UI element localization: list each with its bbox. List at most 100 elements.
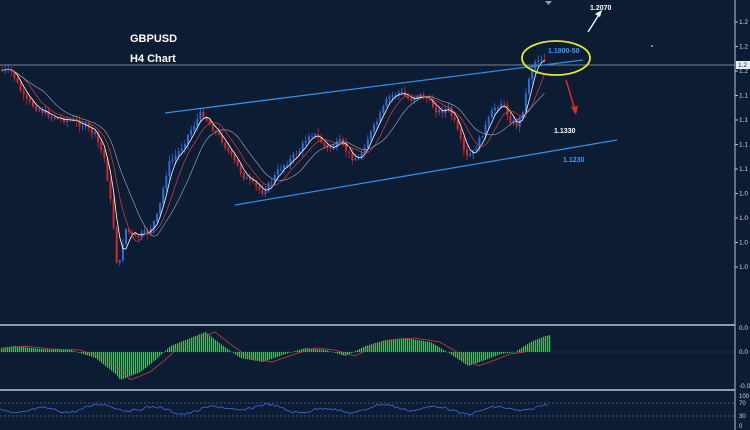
macd-histogram-bar xyxy=(181,341,183,352)
macd-histogram-bar xyxy=(471,352,473,365)
macd-histogram-bar xyxy=(251,352,253,360)
candle xyxy=(466,145,468,160)
candle xyxy=(239,162,242,177)
candle xyxy=(177,147,180,160)
candle xyxy=(258,183,261,194)
candle xyxy=(78,115,81,132)
macd-histogram-bar xyxy=(269,352,271,360)
macd-histogram-bar xyxy=(239,352,241,358)
macd-histogram-bar xyxy=(523,346,525,352)
candle xyxy=(190,125,193,138)
macd-histogram-bar xyxy=(359,349,361,352)
candle xyxy=(382,104,385,116)
macd-histogram-bar xyxy=(233,352,235,354)
candle xyxy=(187,133,189,150)
macd-histogram-bar xyxy=(35,348,37,352)
macd-histogram-bar xyxy=(153,352,155,362)
candle xyxy=(311,133,313,139)
macd-histogram-bar xyxy=(197,335,199,352)
macd-histogram-bar xyxy=(151,352,153,364)
macd-histogram-bar xyxy=(275,352,277,358)
candle xyxy=(103,148,106,164)
candle xyxy=(202,107,205,120)
target-up-label: 1.2070 xyxy=(590,5,612,12)
macd-histogram-bar xyxy=(363,347,365,352)
macd-histogram-bar xyxy=(517,350,519,352)
macd-histogram-bar xyxy=(281,352,283,356)
upside-arrow-head xyxy=(595,10,602,17)
macd-histogram-bar xyxy=(29,347,31,352)
macd-histogram-bar xyxy=(543,336,545,352)
macd-histogram-bar xyxy=(283,352,285,355)
macd-histogram-bar xyxy=(327,350,329,352)
macd-histogram-bar xyxy=(295,351,297,352)
resistance-highlight-ellipse xyxy=(521,40,591,76)
downside-arrow-head xyxy=(571,106,578,115)
macd-histogram-bar xyxy=(277,352,279,357)
macd-histogram-bar xyxy=(309,348,311,352)
macd-histogram-bar xyxy=(119,352,121,379)
macd-histogram-bar xyxy=(547,335,549,352)
price-tick-label: 1.1 xyxy=(739,166,748,173)
macd-axis-label: -0.0 xyxy=(739,383,750,390)
macd-histogram-bar xyxy=(83,352,85,355)
macd-histogram-bar xyxy=(91,352,93,357)
macd-histogram-bar xyxy=(265,352,267,361)
candle xyxy=(509,110,512,126)
macd-histogram-bar xyxy=(253,352,255,361)
macd-histogram-bar xyxy=(521,348,523,352)
candle xyxy=(493,103,496,115)
candle xyxy=(335,137,338,151)
macd-histogram-bar xyxy=(143,352,145,370)
macd-histogram-bar xyxy=(425,341,427,352)
macd-histogram-bar xyxy=(219,343,221,352)
macd-histogram-bar xyxy=(389,339,391,352)
candle xyxy=(537,55,540,67)
macd-histogram-bar xyxy=(145,352,147,368)
candle xyxy=(391,91,394,103)
candle xyxy=(497,105,499,114)
candle xyxy=(332,143,335,151)
macd-histogram-bar xyxy=(413,339,415,352)
macd-histogram-bar xyxy=(411,338,413,352)
candle xyxy=(218,127,220,138)
channel-support-label: 1.1230 xyxy=(563,157,585,164)
macd-histogram-bar xyxy=(201,333,203,352)
candle xyxy=(487,115,490,129)
macd-histogram-bar xyxy=(433,343,435,352)
macd-histogram-bar xyxy=(339,352,341,355)
slow-moving-average xyxy=(1,69,545,243)
candle xyxy=(348,150,351,159)
candle xyxy=(193,121,196,134)
chart-shift-marker xyxy=(545,1,552,5)
candle xyxy=(503,101,506,109)
macd-histogram-bar xyxy=(539,338,541,352)
macd-histogram-bar xyxy=(259,352,261,362)
macd-histogram-bar xyxy=(341,352,343,355)
macd-histogram-bar xyxy=(419,340,421,352)
candle xyxy=(407,92,410,101)
macd-histogram-bar xyxy=(267,352,269,361)
candle xyxy=(373,122,375,135)
macd-histogram-bar xyxy=(493,352,495,357)
channel-lower-line xyxy=(234,139,618,206)
macd-histogram-bar xyxy=(129,352,131,377)
candle xyxy=(453,113,456,124)
price-tick-label: 1.1 xyxy=(739,117,748,124)
macd-histogram-bar xyxy=(21,346,23,352)
candle xyxy=(301,140,304,157)
macd-histogram-bar xyxy=(439,347,441,352)
macd-histogram-bar xyxy=(497,352,499,356)
macd-histogram-bar xyxy=(303,348,305,352)
macd-histogram-bar xyxy=(499,352,501,355)
candle xyxy=(230,149,233,158)
macd-histogram-bar xyxy=(61,349,63,352)
candle xyxy=(410,93,413,103)
macd-histogram-bar xyxy=(127,352,129,378)
macd-histogram-bar xyxy=(449,352,451,354)
macd-histogram-bar xyxy=(189,338,191,352)
macd-histogram-bar xyxy=(81,352,83,354)
macd-histogram-bar xyxy=(185,340,187,352)
